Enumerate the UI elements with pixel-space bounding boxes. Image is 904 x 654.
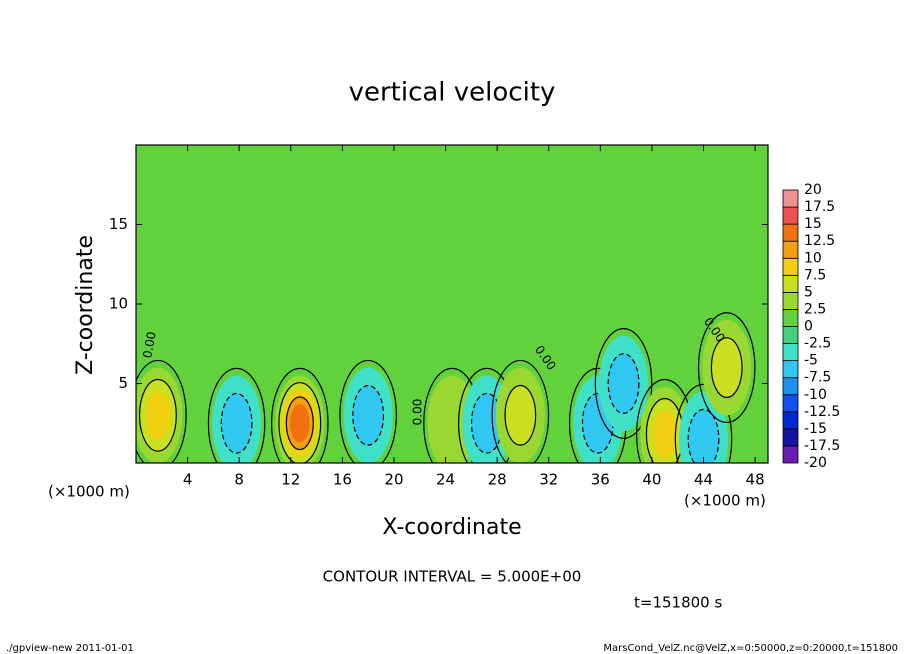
- colorbar-cell: [782, 274, 799, 293]
- chart-title: vertical velocity: [349, 78, 556, 108]
- footer-right: MarsCond_VelZ.nc@VelZ,x=0:50000,z=0:2000…: [603, 643, 898, 654]
- colorbar-label: 15: [804, 216, 822, 232]
- x-tick-label: 28: [488, 471, 507, 489]
- y-tick-label: 5: [118, 374, 128, 392]
- colorbar-cell: [782, 326, 799, 344]
- colorbar-label: 2.5: [804, 301, 826, 317]
- x-tick-label: 36: [591, 471, 610, 489]
- field-level: [607, 353, 640, 414]
- y-axis-label: Z-coordinate: [73, 235, 98, 375]
- y-unit: (×1000 m): [48, 483, 130, 501]
- x-tick-label: 44: [694, 471, 713, 489]
- contour-interval: CONTOUR INTERVAL = 5.000E+00: [323, 568, 582, 586]
- colorbar-label: -10: [804, 387, 827, 403]
- colorbar-cell: [782, 206, 799, 225]
- colorbar-label: -20: [804, 455, 827, 471]
- x-tick-label: 32: [539, 471, 558, 489]
- contour-label: 0.00: [411, 399, 425, 426]
- x-tick-label: 40: [642, 471, 661, 489]
- colorbar-cell: [782, 445, 799, 464]
- colorbar-cell: [782, 257, 799, 276]
- zero-contour: [271, 367, 329, 463]
- y-tick-label: 10: [109, 295, 128, 313]
- colorbar-label: -15: [804, 421, 827, 437]
- colorbar-cell: [782, 360, 799, 379]
- colorbar-cell: [782, 343, 799, 362]
- x-tick-label: 24: [436, 471, 455, 489]
- x-tick-label: 12: [281, 471, 300, 489]
- colorbar-cell: [782, 291, 799, 310]
- colorbar-cell: [782, 189, 799, 208]
- colorbar-label: -12.5: [804, 404, 840, 420]
- field-level: [687, 408, 720, 463]
- colorbar-cell: [782, 377, 799, 396]
- colorbar-cell: [782, 309, 799, 327]
- colorbar-cell: [782, 411, 799, 430]
- time-label: t=151800 s: [634, 594, 722, 612]
- zero-contour: [339, 359, 397, 463]
- field-level: [145, 391, 171, 440]
- x-tick-label: 16: [333, 471, 352, 489]
- x-unit: (×1000 m): [684, 492, 766, 510]
- colorbar-label: 17.5: [804, 199, 835, 215]
- x-tick-label: 48: [746, 471, 765, 489]
- colorbar-cell: [782, 394, 799, 413]
- zero-contour: [136, 359, 187, 463]
- colorbar-label: 20: [804, 182, 822, 198]
- field-level: [220, 392, 253, 454]
- field-level: [710, 337, 743, 399]
- colorbar-label: -17.5: [804, 438, 840, 454]
- colorbar-cell: [782, 223, 799, 242]
- contour-label: 0.00: [140, 331, 158, 360]
- colorbar-cell: [782, 428, 799, 447]
- colorbar-cell: [782, 240, 799, 259]
- colorbar-label: 5: [804, 284, 813, 300]
- footer-left: ./gpview-new 2011-01-01: [6, 643, 134, 654]
- colorbar-label: 12.5: [804, 233, 835, 249]
- zero-contour: [207, 367, 266, 463]
- x-tick-label: 20: [384, 471, 403, 489]
- field-level: [290, 404, 310, 443]
- zero-contour: [594, 328, 653, 439]
- colorbar-label: -5: [804, 353, 818, 369]
- colorbar-label: 0: [804, 319, 813, 335]
- zero-contour: [674, 383, 733, 463]
- colorbar-label: 7.5: [804, 267, 826, 283]
- x-tick-label: 8: [234, 471, 244, 489]
- colorbar-label: 10: [804, 250, 822, 266]
- colorbar-label: -7.5: [804, 370, 831, 386]
- field-level: [504, 384, 537, 446]
- x-tick-label: 4: [183, 471, 193, 489]
- zero-contour: [491, 359, 550, 463]
- field-level: [352, 384, 385, 446]
- zero-contour: [697, 312, 756, 424]
- field-level: [652, 410, 678, 459]
- plot-area: [136, 145, 768, 463]
- x-axis-label: X-coordinate: [382, 515, 521, 540]
- colorbar-label: -2.5: [804, 336, 831, 352]
- y-tick-label: 15: [109, 215, 128, 233]
